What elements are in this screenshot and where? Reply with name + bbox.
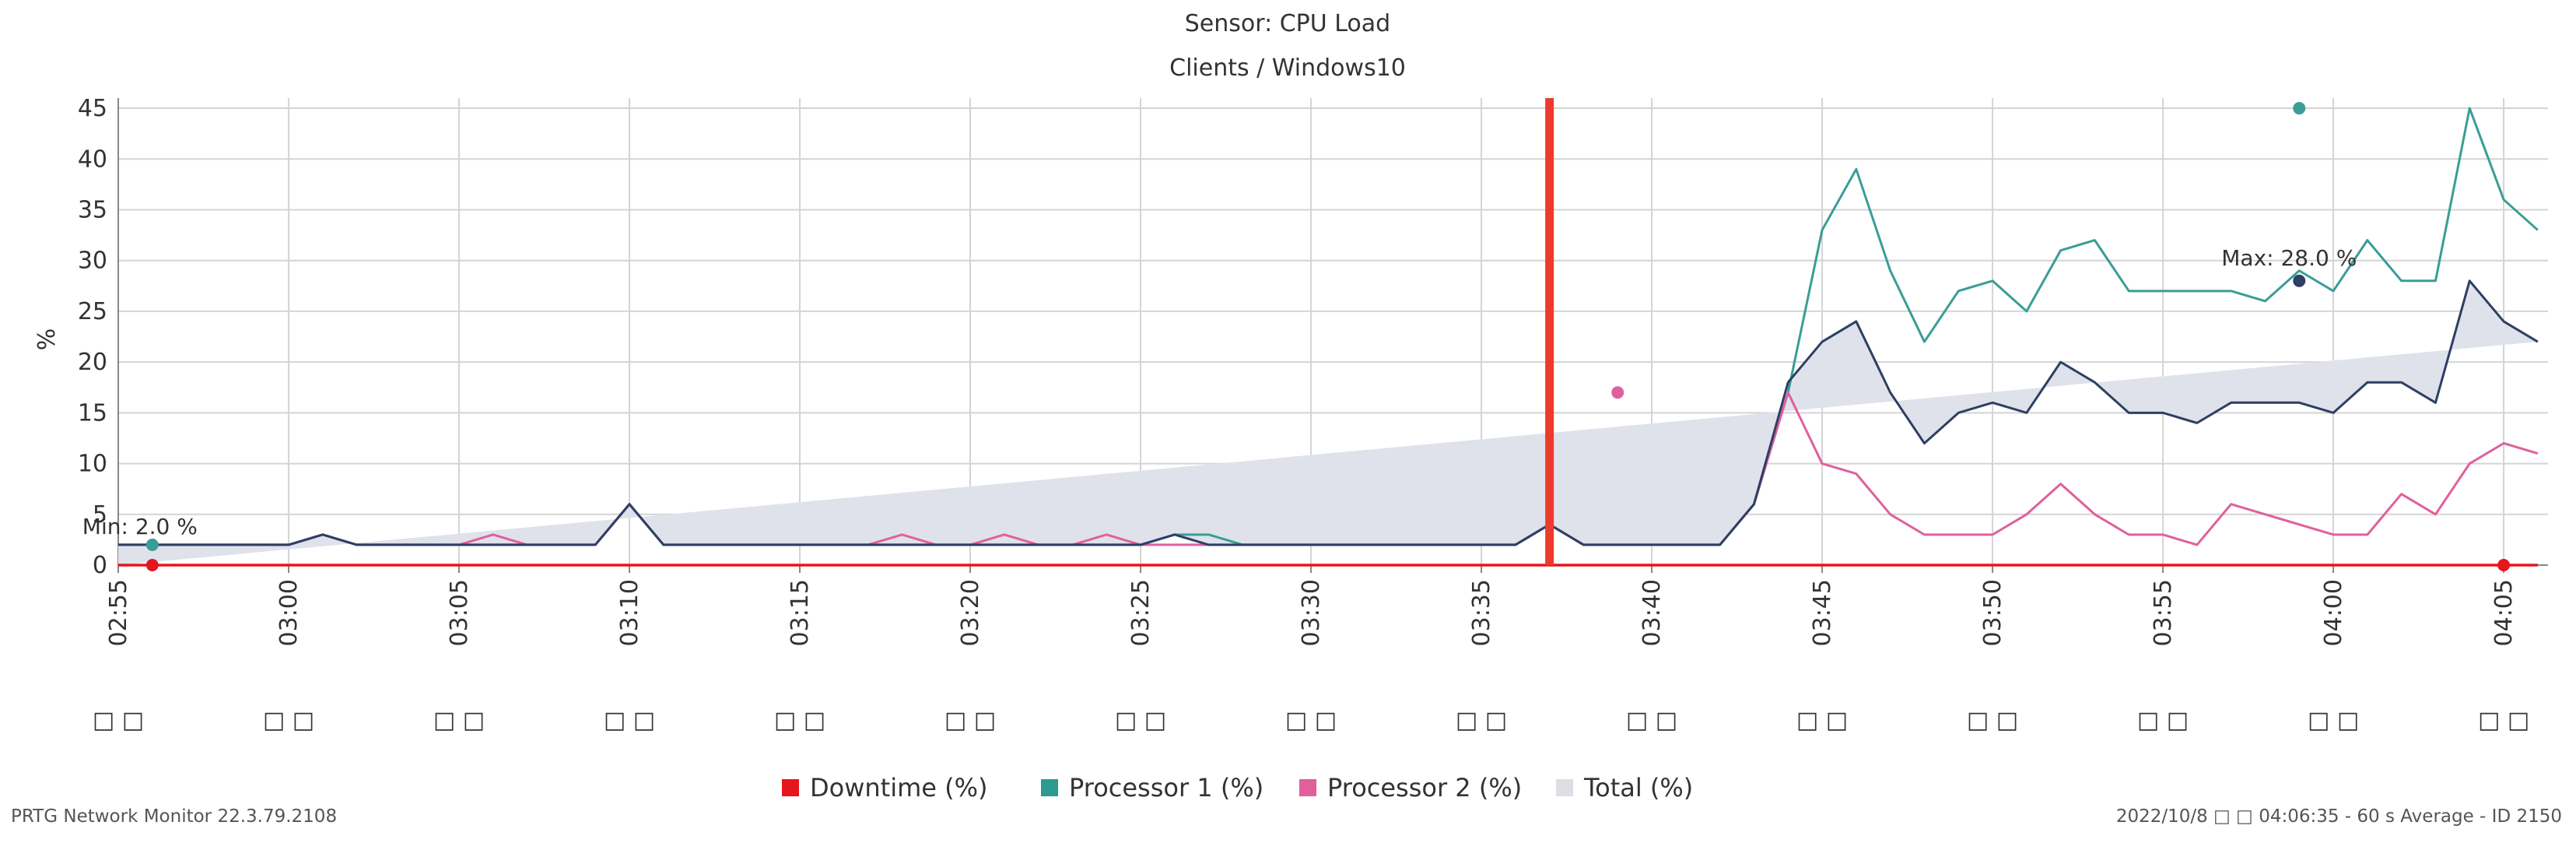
x-tick-label: 03:35 (1468, 579, 1495, 646)
footer-version: PRTG Network Monitor 22.3.79.2108 (11, 806, 338, 827)
y-tick-label: 25 (78, 298, 107, 325)
x-tick-label: 03:15 (787, 579, 814, 646)
x-tick-suffix: □ □ (945, 707, 996, 734)
y-tick-label: 10 (78, 451, 107, 478)
highlight-point (2497, 559, 2511, 571)
y-tick-label: 15 (78, 399, 107, 427)
x-tick-label: 03:45 (1809, 579, 1836, 646)
legend-entry: Downtime (%) (810, 773, 988, 803)
chart-title: Sensor: CPU Load (1185, 10, 1390, 37)
x-tick-suffix: □ □ (2478, 707, 2529, 734)
x-tick-suffix: □ □ (2137, 707, 2189, 734)
x-tick-suffix: □ □ (1967, 707, 2018, 734)
x-tick-label: 03:55 (2150, 579, 2177, 646)
x-tick-suffix: □ □ (1456, 707, 1507, 734)
x-tick-suffix: □ □ (263, 707, 314, 734)
y-tick-label: 40 (78, 146, 107, 173)
x-tick-suffix: □ □ (1626, 707, 1677, 734)
x-tick-label: 02:55 (105, 579, 132, 646)
x-tick-label: 03:20 (957, 579, 984, 646)
highlight-point (2293, 274, 2306, 287)
x-tick-label: 04:00 (2320, 579, 2347, 646)
legend-swatch (1041, 779, 1058, 796)
y-tick-label: 30 (78, 248, 107, 275)
y-tick-label: 20 (78, 349, 107, 376)
legend-swatch (782, 779, 799, 796)
x-tick-label: 03:30 (1298, 579, 1325, 646)
series-line-total (118, 279, 2539, 546)
x-tick-label: 03:25 (1127, 579, 1155, 646)
x-tick-suffix: □ □ (1115, 707, 1166, 734)
series-area-total (118, 280, 2538, 565)
highlight-point (2293, 102, 2306, 115)
x-tick-suffix: □ □ (2308, 707, 2359, 734)
legend-swatch (1556, 779, 1573, 796)
y-tick-label: 35 (78, 196, 107, 223)
x-tick-suffix: □ □ (604, 707, 655, 734)
highlight-point (145, 538, 159, 551)
annotation-label: Max: 28.0 % (2221, 245, 2357, 271)
x-tick-suffix: □ □ (93, 707, 144, 734)
y-tick-label: 5 (93, 501, 107, 529)
highlight-point (1611, 386, 1624, 399)
x-tick-suffix: □ □ (1285, 707, 1337, 734)
highlight-point (145, 559, 159, 571)
x-tick-suffix: □ □ (433, 707, 485, 734)
x-tick-label: 03:00 (275, 579, 303, 646)
x-tick-label: 03:10 (616, 579, 643, 646)
chart-subtitle: Clients / Windows10 (1169, 54, 1406, 82)
y-tick-label: 0 (93, 552, 107, 579)
x-tick-label: 03:05 (446, 579, 473, 646)
footer-timestamp: 2022/10/8 □ □ 04:06:35 - 60 s Average - … (2115, 806, 2562, 827)
x-tick-suffix: □ □ (1796, 707, 1848, 734)
x-tick-label: 04:05 (2490, 579, 2518, 646)
legend-entry: Total (%) (1583, 773, 1693, 803)
x-tick-label: 03:50 (1979, 579, 2006, 646)
annotation-label: Min: 2.0 % (82, 514, 198, 539)
x-tick-label: 03:40 (1638, 579, 1666, 646)
legend-entry: Processor 1 (%) (1069, 773, 1263, 803)
y-axis-label: % (33, 328, 61, 351)
x-tick-suffix: □ □ (774, 707, 825, 734)
y-tick-label: 45 (78, 95, 107, 122)
legend-swatch (1299, 779, 1316, 796)
legend-entry: Processor 2 (%) (1327, 773, 1522, 803)
